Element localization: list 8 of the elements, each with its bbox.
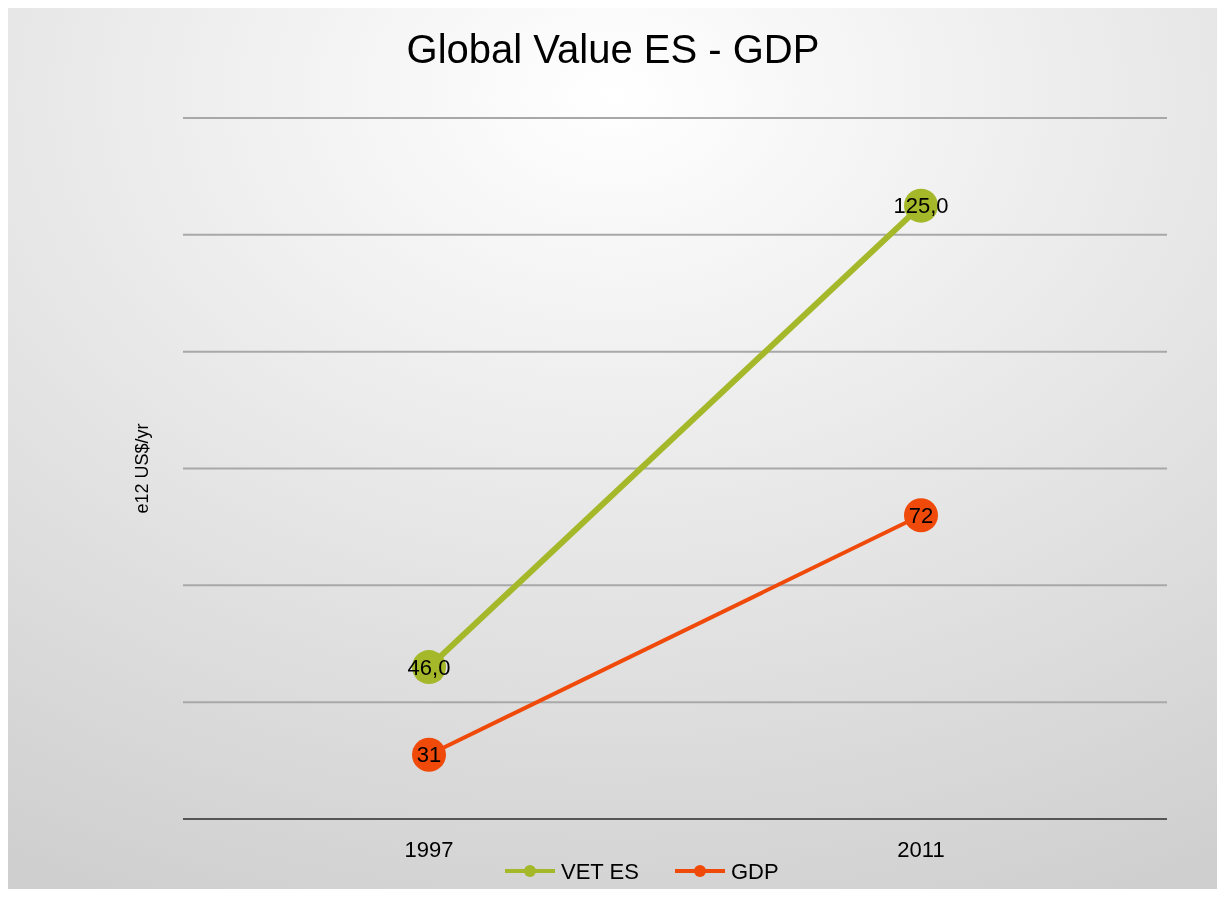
data-label: 31 [416,742,442,768]
legend-label: VET ES [561,858,639,884]
x-tick-label: 2011 [897,837,945,862]
chart-title: Global Value ES - GDP [406,27,820,71]
y-axis-title: e12 US$/yr [132,423,152,514]
x-tick-label: 1997 [404,837,454,862]
legend-label: GDP [731,858,779,884]
data-label: 72 [908,502,934,528]
